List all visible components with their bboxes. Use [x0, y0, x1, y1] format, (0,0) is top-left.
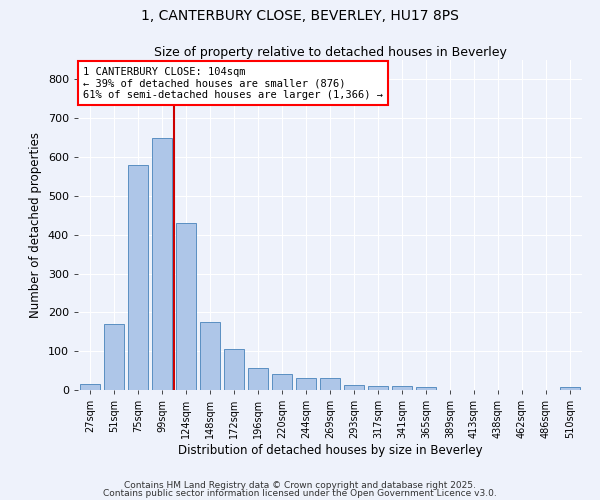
- Bar: [200, 322, 220, 390]
- Bar: [296, 378, 316, 390]
- Bar: [368, 386, 388, 390]
- Text: 1 CANTERBURY CLOSE: 104sqm
← 39% of detached houses are smaller (876)
61% of sem: 1 CANTERBURY CLOSE: 104sqm ← 39% of deta…: [83, 66, 383, 100]
- Bar: [320, 378, 340, 390]
- Bar: [344, 385, 364, 390]
- Bar: [416, 387, 436, 390]
- Text: 1, CANTERBURY CLOSE, BEVERLEY, HU17 8PS: 1, CANTERBURY CLOSE, BEVERLEY, HU17 8PS: [141, 8, 459, 22]
- Bar: [152, 138, 172, 390]
- X-axis label: Distribution of detached houses by size in Beverley: Distribution of detached houses by size …: [178, 444, 482, 457]
- Y-axis label: Number of detached properties: Number of detached properties: [29, 132, 42, 318]
- Bar: [224, 349, 244, 390]
- Text: Contains public sector information licensed under the Open Government Licence v3: Contains public sector information licen…: [103, 489, 497, 498]
- Title: Size of property relative to detached houses in Beverley: Size of property relative to detached ho…: [154, 46, 506, 59]
- Bar: [80, 384, 100, 390]
- Bar: [104, 324, 124, 390]
- Bar: [248, 368, 268, 390]
- Bar: [272, 374, 292, 390]
- Text: Contains HM Land Registry data © Crown copyright and database right 2025.: Contains HM Land Registry data © Crown c…: [124, 480, 476, 490]
- Bar: [176, 223, 196, 390]
- Bar: [128, 165, 148, 390]
- Bar: [392, 386, 412, 390]
- Bar: [560, 388, 580, 390]
